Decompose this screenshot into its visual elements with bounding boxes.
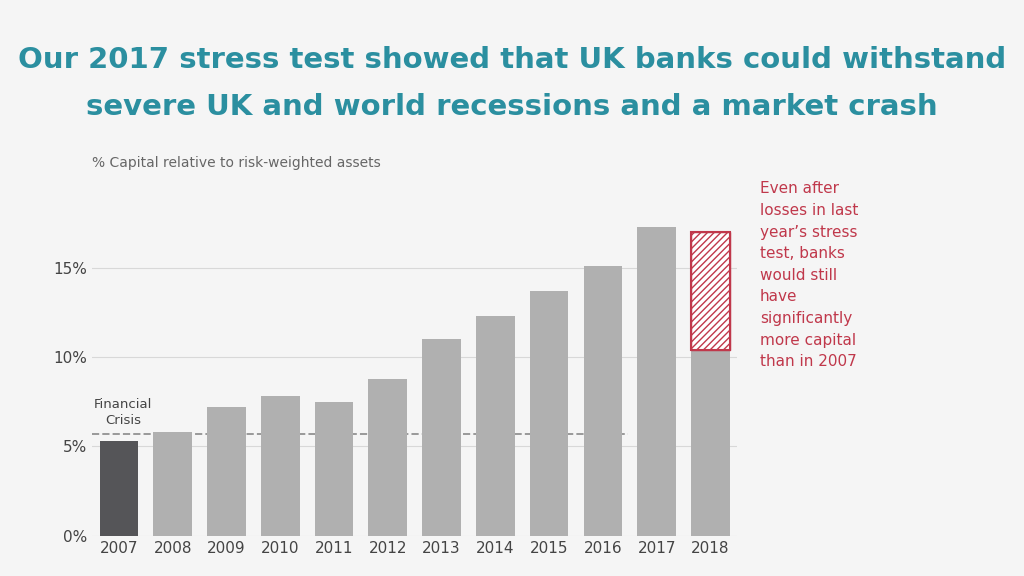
Bar: [637, 227, 676, 536]
Bar: [691, 232, 730, 350]
Bar: [369, 378, 408, 536]
Text: Even after
losses in last
year’s stress
test, banks
would still
have
significant: Even after losses in last year’s stress …: [760, 181, 858, 369]
Text: % Capital relative to risk-weighted assets: % Capital relative to risk-weighted asse…: [92, 156, 381, 170]
Bar: [422, 339, 461, 536]
Bar: [529, 291, 568, 536]
Bar: [314, 402, 353, 536]
Bar: [691, 232, 730, 350]
Text: Our 2017 stress test showed that UK banks could withstand: Our 2017 stress test showed that UK bank…: [17, 47, 1007, 74]
Text: Financial
Crisis: Financial Crisis: [94, 398, 153, 427]
Bar: [99, 441, 138, 536]
Bar: [691, 232, 730, 536]
Bar: [476, 316, 515, 536]
Bar: [261, 396, 300, 536]
Text: severe UK and world recessions and a market crash: severe UK and world recessions and a mar…: [86, 93, 938, 120]
Bar: [584, 266, 623, 536]
Bar: [207, 407, 246, 536]
Bar: [154, 432, 193, 536]
